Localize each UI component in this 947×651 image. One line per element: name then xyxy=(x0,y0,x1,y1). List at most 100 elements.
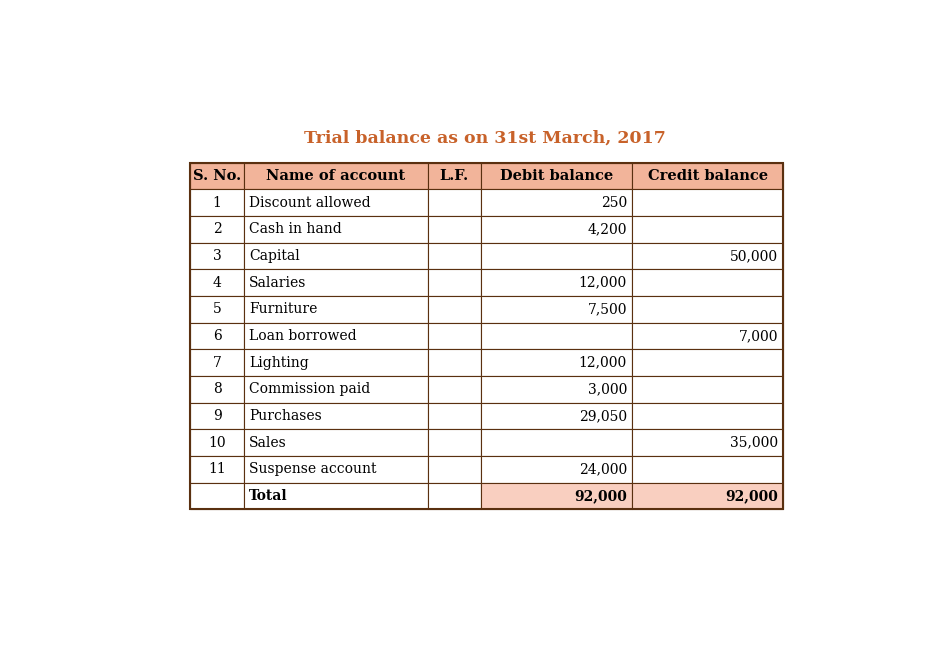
Bar xyxy=(481,482,633,509)
Bar xyxy=(190,270,243,296)
Bar xyxy=(243,350,428,376)
Text: Credit balance: Credit balance xyxy=(648,169,768,183)
Bar xyxy=(243,403,428,430)
Bar xyxy=(243,270,428,296)
Bar xyxy=(633,403,783,430)
Bar xyxy=(428,430,481,456)
Text: Total: Total xyxy=(249,489,288,503)
Text: Capital: Capital xyxy=(249,249,299,263)
Bar xyxy=(428,163,481,189)
Text: 4,200: 4,200 xyxy=(587,223,627,236)
Bar xyxy=(243,456,428,482)
Text: 92,000: 92,000 xyxy=(725,489,778,503)
Text: 5: 5 xyxy=(213,303,222,316)
Text: Cash in hand: Cash in hand xyxy=(249,223,342,236)
Bar xyxy=(243,163,428,189)
Bar xyxy=(481,189,633,216)
Text: 12,000: 12,000 xyxy=(579,355,627,370)
Bar xyxy=(481,216,633,243)
Bar xyxy=(633,270,783,296)
Bar xyxy=(190,189,243,216)
Text: 4: 4 xyxy=(213,276,222,290)
Bar xyxy=(633,323,783,350)
Bar xyxy=(190,376,243,403)
Bar xyxy=(190,163,783,509)
Bar xyxy=(243,323,428,350)
Text: S. No.: S. No. xyxy=(193,169,241,183)
Bar xyxy=(428,376,481,403)
Text: 7: 7 xyxy=(213,355,222,370)
Bar xyxy=(633,456,783,482)
Text: Loan borrowed: Loan borrowed xyxy=(249,329,357,343)
Text: 35,000: 35,000 xyxy=(730,436,778,450)
Text: 7,500: 7,500 xyxy=(587,303,627,316)
Bar xyxy=(428,296,481,323)
Text: 6: 6 xyxy=(213,329,222,343)
Text: 2: 2 xyxy=(213,223,222,236)
Text: Trial balance as on 31st March, 2017: Trial balance as on 31st March, 2017 xyxy=(304,130,667,146)
Text: Purchases: Purchases xyxy=(249,409,322,423)
Bar xyxy=(481,163,633,189)
Bar xyxy=(633,163,783,189)
Bar xyxy=(633,350,783,376)
Bar xyxy=(428,350,481,376)
Bar xyxy=(190,323,243,350)
Bar xyxy=(190,163,243,189)
Bar xyxy=(481,430,633,456)
Text: 50,000: 50,000 xyxy=(730,249,778,263)
Bar xyxy=(428,482,481,509)
Bar xyxy=(428,456,481,482)
Bar xyxy=(190,216,243,243)
Text: 24,000: 24,000 xyxy=(579,462,627,477)
Bar xyxy=(190,350,243,376)
Text: Sales: Sales xyxy=(249,436,287,450)
Text: L.F.: L.F. xyxy=(439,169,469,183)
Bar xyxy=(481,243,633,270)
Bar xyxy=(243,482,428,509)
Bar xyxy=(243,189,428,216)
Bar xyxy=(481,296,633,323)
Bar xyxy=(633,376,783,403)
Bar xyxy=(190,482,243,509)
Bar xyxy=(428,403,481,430)
Bar xyxy=(481,323,633,350)
Text: Salaries: Salaries xyxy=(249,276,306,290)
Text: 9: 9 xyxy=(213,409,222,423)
Text: Commission paid: Commission paid xyxy=(249,382,370,396)
Text: 7,000: 7,000 xyxy=(739,329,778,343)
Bar xyxy=(243,216,428,243)
Bar xyxy=(190,456,243,482)
Bar xyxy=(428,216,481,243)
Text: 8: 8 xyxy=(213,382,222,396)
Text: Discount allowed: Discount allowed xyxy=(249,196,370,210)
Bar xyxy=(633,296,783,323)
Bar xyxy=(481,403,633,430)
Bar xyxy=(190,296,243,323)
Text: Debit balance: Debit balance xyxy=(500,169,613,183)
Bar xyxy=(481,350,633,376)
Bar xyxy=(633,482,783,509)
Bar xyxy=(190,430,243,456)
Bar xyxy=(428,189,481,216)
Bar xyxy=(633,430,783,456)
Text: Lighting: Lighting xyxy=(249,355,309,370)
Text: 1: 1 xyxy=(213,196,222,210)
Bar xyxy=(428,323,481,350)
Bar xyxy=(633,189,783,216)
Text: 3: 3 xyxy=(213,249,222,263)
Text: 92,000: 92,000 xyxy=(574,489,627,503)
Bar xyxy=(428,270,481,296)
Bar xyxy=(428,243,481,270)
Text: Furniture: Furniture xyxy=(249,303,317,316)
Text: 10: 10 xyxy=(208,436,226,450)
Text: Name of account: Name of account xyxy=(266,169,405,183)
Bar xyxy=(243,296,428,323)
Bar xyxy=(243,376,428,403)
Bar xyxy=(633,216,783,243)
Text: 12,000: 12,000 xyxy=(579,276,627,290)
Text: 3,000: 3,000 xyxy=(588,382,627,396)
Bar xyxy=(190,243,243,270)
Text: 29,050: 29,050 xyxy=(579,409,627,423)
Bar xyxy=(243,430,428,456)
Text: 250: 250 xyxy=(600,196,627,210)
